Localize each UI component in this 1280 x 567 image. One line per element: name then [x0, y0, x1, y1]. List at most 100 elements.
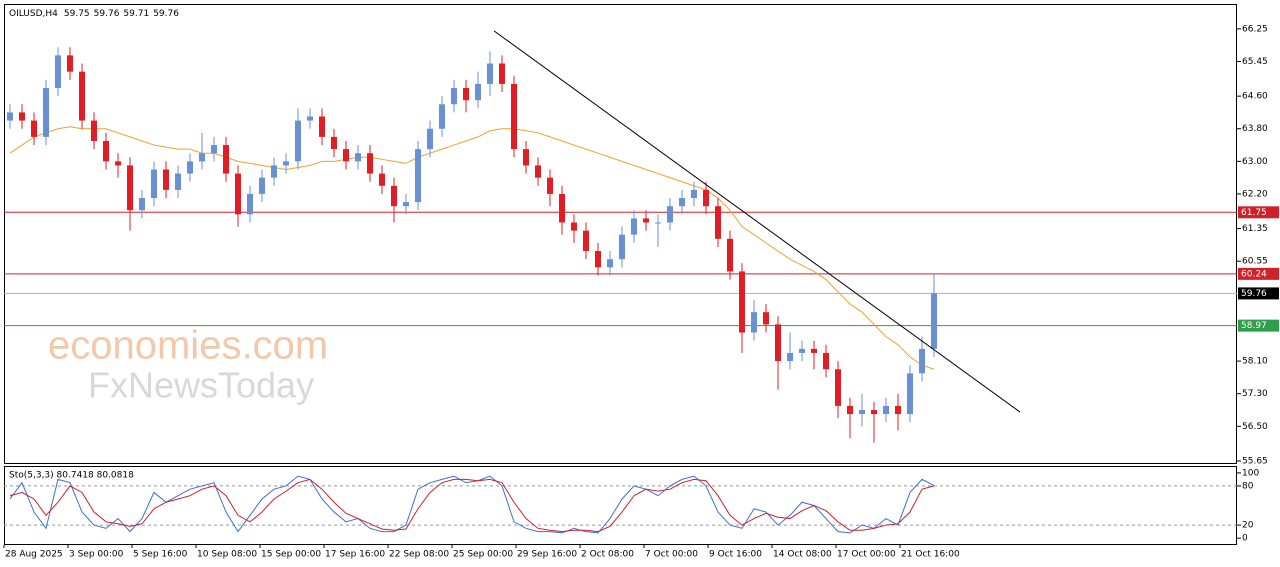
candle-body [799, 348, 805, 353]
chart-header: OILUSD,H4 59.75 59.76 59.71 59.76 [9, 9, 179, 19]
candle-body [187, 161, 193, 174]
header-value: 59.76 [94, 9, 120, 19]
level-label: 58.97 [1241, 321, 1267, 331]
candle-body [403, 202, 409, 207]
candle-body [7, 112, 13, 121]
candle-body [163, 169, 169, 190]
candle-body [739, 271, 745, 333]
candle-body [127, 165, 133, 211]
watermark: FxNewsToday [88, 365, 314, 406]
candle-body [103, 140, 109, 162]
oscillator-panel [4, 466, 1237, 545]
y-tick-label: 100 [1242, 468, 1259, 478]
candle-body [307, 116, 313, 121]
level-label: 60.24 [1241, 269, 1267, 279]
candle-body [55, 55, 61, 88]
candle-body [595, 251, 601, 268]
oscillator-title: Sto(5,3,3) 80.7418 80.0818 [9, 471, 134, 481]
y-tick-label: 65.45 [1242, 57, 1268, 67]
candle-body [919, 348, 925, 374]
candle-body [139, 198, 145, 211]
candle-body [559, 193, 565, 223]
candle-body [19, 112, 25, 121]
y-tick-label: 64.60 [1242, 92, 1268, 102]
candle-body [463, 87, 469, 101]
candle-body [199, 153, 205, 162]
candle-body [235, 173, 241, 215]
level-label-box [1238, 267, 1279, 280]
candle-body [667, 206, 673, 223]
candle-body [295, 120, 301, 162]
candle-body [871, 410, 877, 415]
candle-body [415, 149, 421, 203]
main-panel [4, 4, 1237, 464]
y-tick-label: 61.35 [1242, 224, 1268, 234]
candle-body [259, 177, 265, 194]
x-tick-label: 10 Sep 08:00 [197, 550, 257, 560]
candle-body [607, 259, 613, 268]
x-tick-label: 28 Aug 2025 [5, 550, 63, 560]
x-tick-label: 7 Oct 00:00 [645, 550, 698, 560]
trendline [493, 30, 1021, 413]
candle-body [523, 149, 529, 166]
candle-body [379, 173, 385, 186]
candle-body [859, 410, 865, 415]
candle-body [775, 324, 781, 362]
candle-body [67, 55, 73, 72]
candle-body [91, 120, 97, 141]
candle-body [787, 352, 793, 362]
y-tick-label: 63.00 [1242, 157, 1268, 167]
candle-body [223, 145, 229, 174]
candle-body [391, 185, 397, 207]
header-value: 59.76 [153, 9, 179, 19]
x-tick-label: 17 Sep 16:00 [325, 550, 385, 560]
candle-body [751, 312, 757, 333]
y-tick-label: 66.25 [1242, 24, 1268, 34]
candle-body [283, 161, 289, 166]
y-tick-label: 80 [1242, 481, 1254, 491]
candle-body [703, 189, 709, 207]
x-tick-label: 21 Oct 16:00 [901, 550, 960, 560]
candle-body [535, 165, 541, 178]
x-tick-label: 15 Sep 00:00 [261, 550, 321, 560]
candle-body [571, 222, 577, 231]
candle-body [247, 193, 253, 215]
y-tick-label: 20 [1242, 521, 1254, 531]
level-label-box [1238, 319, 1279, 332]
candle-body [583, 230, 589, 252]
x-tick-label: 2 Oct 08:00 [581, 550, 634, 560]
candle-body [499, 63, 505, 84]
level-label: 61.75 [1241, 208, 1267, 218]
x-tick-label: 25 Sep 00:00 [453, 550, 513, 560]
candle-body [679, 198, 685, 207]
y-tick-label: 62.20 [1242, 189, 1268, 199]
x-tick-label: 29 Sep 16:00 [517, 550, 577, 560]
candle-body [811, 348, 817, 353]
level-label-box [1238, 287, 1279, 300]
candle-body [79, 71, 85, 121]
x-tick-label: 5 Sep 16:00 [133, 550, 188, 560]
candle-body [727, 238, 733, 272]
header-value: 59.71 [123, 9, 149, 19]
x-tick-label: 9 Oct 16:00 [709, 550, 762, 560]
y-tick-label: 57.30 [1242, 389, 1268, 399]
y-tick-label: 55.65 [1242, 456, 1268, 466]
candle-body [439, 104, 445, 129]
candle-body [847, 405, 853, 415]
candle-body [655, 222, 661, 224]
candle-body [319, 116, 325, 137]
candle-body [343, 149, 349, 162]
level-label: 59.76 [1241, 289, 1267, 299]
candle-body [211, 145, 217, 154]
candle-body [355, 153, 361, 162]
y-tick-label: 0 [1242, 534, 1248, 544]
y-tick-label: 58.10 [1242, 357, 1268, 367]
candle-body [835, 369, 841, 406]
candle-body [43, 87, 49, 137]
candle-body [331, 136, 337, 150]
candle-body [175, 173, 181, 190]
y-tick-label: 56.50 [1242, 422, 1268, 432]
candle-body [931, 293, 937, 349]
header-value: 59.75 [64, 9, 90, 19]
x-tick-label: 17 Oct 00:00 [837, 550, 896, 560]
